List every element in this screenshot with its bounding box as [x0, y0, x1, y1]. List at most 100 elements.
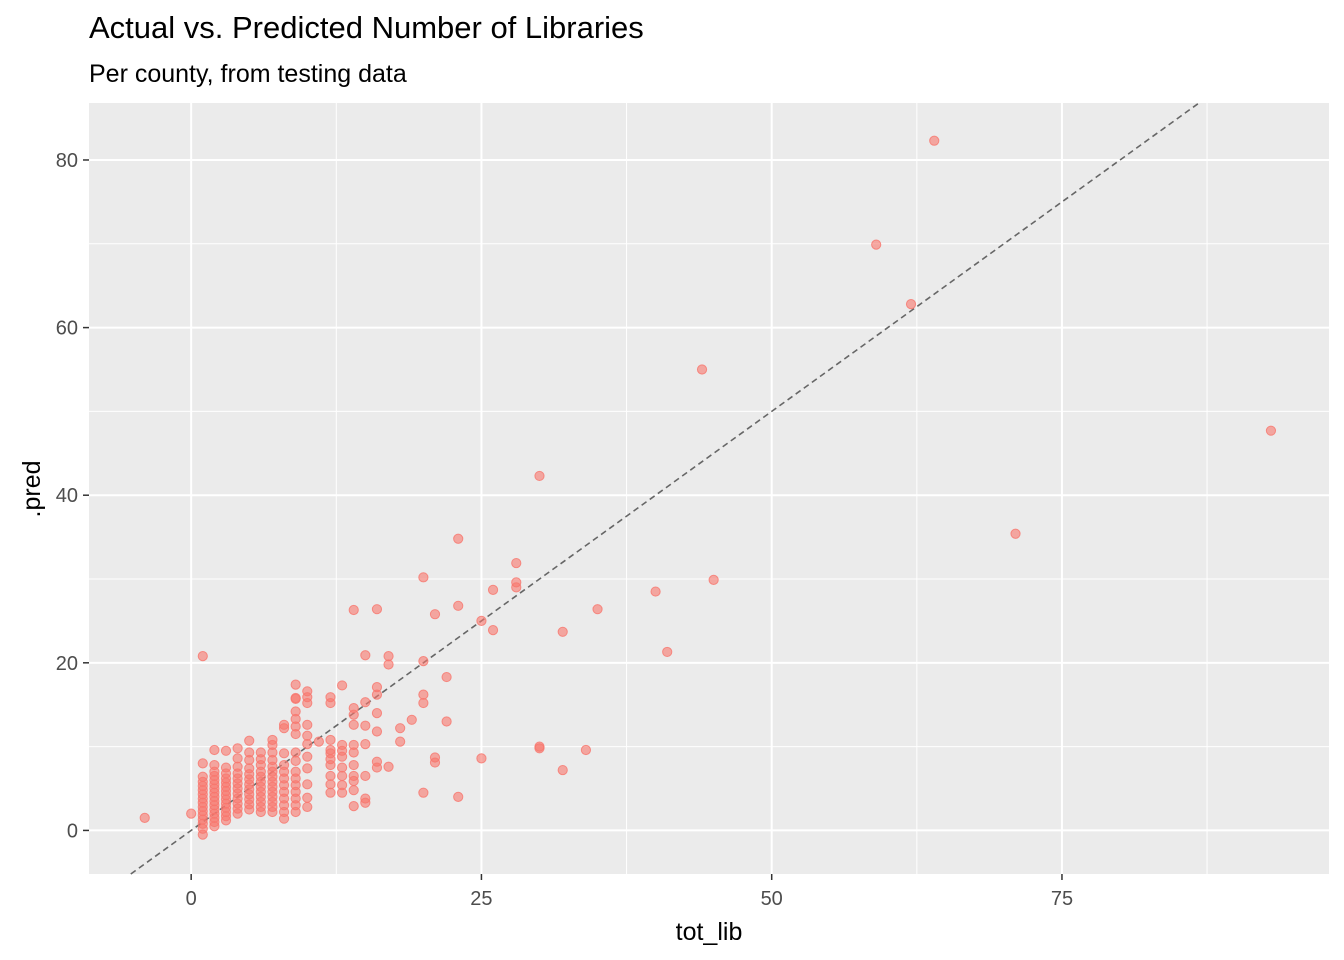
- data-point: [371, 726, 383, 737]
- data-point: [348, 739, 359, 751]
- data-point: [395, 723, 406, 734]
- data-point: [302, 739, 313, 750]
- data-point: [209, 744, 220, 756]
- data-point: [429, 752, 441, 763]
- panel-background: [89, 103, 1329, 874]
- y-tick-label: 0: [67, 820, 78, 842]
- grid-lines: [89, 103, 1329, 874]
- data-point: [267, 734, 278, 746]
- data-point: [302, 730, 313, 741]
- x-tick-label: 75: [1051, 888, 1073, 910]
- data-point: [290, 706, 301, 717]
- x-axis-label: tot_lib: [676, 918, 743, 946]
- data-point: [197, 651, 208, 662]
- data-point: [244, 747, 255, 758]
- data-point: [302, 792, 313, 803]
- data-point: [418, 572, 429, 583]
- data-point: [348, 785, 359, 796]
- data-point: [418, 787, 429, 798]
- data-point: [244, 763, 255, 774]
- data-point: [929, 135, 940, 146]
- data-point: [302, 719, 313, 730]
- data-point: [232, 761, 243, 772]
- data-point: [290, 755, 301, 766]
- data-point: [325, 692, 336, 703]
- axis-ticks: 0 25 50 75 0 20 40 60 80: [56, 150, 1073, 910]
- data-point: [302, 763, 313, 774]
- data-point: [325, 779, 336, 790]
- data-point: [371, 707, 383, 719]
- data-point: [197, 758, 208, 769]
- data-point: [441, 716, 452, 727]
- data-point: [290, 679, 301, 690]
- data-point: [453, 600, 464, 611]
- data-point: [209, 759, 220, 771]
- data-point: [325, 734, 336, 746]
- data-point: [696, 364, 708, 375]
- data-point: [337, 780, 348, 791]
- data-point: [534, 741, 545, 752]
- data-points: [139, 135, 1277, 840]
- data-point: [290, 692, 301, 704]
- data-point: [197, 771, 208, 782]
- data-point: [348, 770, 359, 782]
- data-point: [418, 656, 429, 667]
- data-point: [302, 751, 313, 762]
- plot-panel: [89, 103, 1329, 874]
- data-point: [905, 299, 917, 310]
- data-point: [557, 626, 568, 637]
- data-point: [534, 470, 545, 482]
- data-point: [371, 682, 383, 693]
- data-point: [383, 761, 394, 772]
- y-tick-label: 80: [56, 150, 78, 172]
- data-point: [453, 791, 464, 803]
- data-point: [325, 787, 336, 798]
- data-point: [418, 689, 429, 700]
- data-point: [511, 557, 522, 569]
- data-point: [662, 646, 673, 658]
- data-point: [429, 609, 441, 620]
- data-point: [348, 759, 359, 771]
- data-point: [487, 584, 499, 596]
- data-point: [348, 702, 359, 714]
- data-point: [302, 779, 313, 790]
- data-point: [592, 604, 603, 615]
- data-point: [360, 739, 371, 750]
- y-axis-label: .pred: [18, 461, 46, 518]
- data-point: [255, 747, 266, 758]
- data-point: [371, 756, 383, 767]
- data-point: [371, 604, 383, 615]
- y-tick-label: 20: [56, 653, 78, 675]
- data-point: [360, 793, 371, 804]
- data-point: [325, 744, 336, 756]
- data-point: [487, 625, 499, 636]
- data-point: [383, 651, 394, 662]
- data-point: [360, 720, 371, 731]
- y-tick-label: 60: [56, 318, 78, 340]
- data-point: [278, 719, 290, 730]
- data-point: [580, 744, 592, 756]
- data-point: [278, 759, 290, 771]
- x-tick-label: 25: [470, 888, 492, 910]
- data-point: [360, 650, 371, 661]
- data-point: [406, 714, 417, 725]
- data-point: [1265, 425, 1277, 436]
- data-point: [453, 533, 464, 544]
- data-point: [290, 766, 301, 777]
- x-tick-label: 0: [186, 888, 197, 910]
- data-point: [337, 739, 348, 751]
- data-point: [244, 735, 255, 746]
- data-point: [139, 812, 150, 823]
- data-point: [348, 719, 359, 730]
- data-point: [708, 574, 719, 585]
- data-point: [1010, 528, 1021, 539]
- data-point: [348, 801, 359, 812]
- y-tick-label: 40: [56, 485, 78, 507]
- data-point: [650, 586, 661, 597]
- data-point: [337, 680, 348, 691]
- data-point: [302, 801, 313, 813]
- data-point: [557, 764, 568, 776]
- data-point: [476, 753, 487, 764]
- data-point: [290, 747, 301, 758]
